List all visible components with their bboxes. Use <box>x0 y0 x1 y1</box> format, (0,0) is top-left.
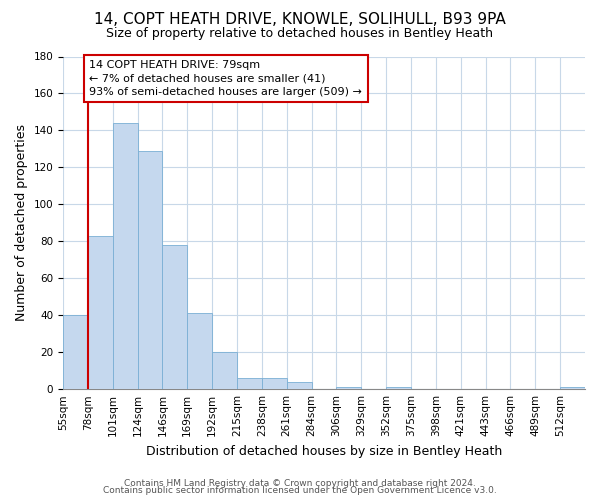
Bar <box>262 378 287 389</box>
Bar <box>337 388 361 389</box>
Bar <box>88 236 113 389</box>
Y-axis label: Number of detached properties: Number of detached properties <box>15 124 28 322</box>
Bar <box>237 378 262 389</box>
Text: 14, COPT HEATH DRIVE, KNOWLE, SOLIHULL, B93 9PA: 14, COPT HEATH DRIVE, KNOWLE, SOLIHULL, … <box>94 12 506 28</box>
Bar <box>113 123 137 389</box>
Text: Contains public sector information licensed under the Open Government Licence v3: Contains public sector information licen… <box>103 486 497 495</box>
Bar <box>187 314 212 389</box>
X-axis label: Distribution of detached houses by size in Bentley Heath: Distribution of detached houses by size … <box>146 444 502 458</box>
Text: 14 COPT HEATH DRIVE: 79sqm
← 7% of detached houses are smaller (41)
93% of semi-: 14 COPT HEATH DRIVE: 79sqm ← 7% of detac… <box>89 60 362 96</box>
Bar <box>212 352 237 389</box>
Text: Size of property relative to detached houses in Bentley Heath: Size of property relative to detached ho… <box>107 28 493 40</box>
Bar <box>386 388 411 389</box>
Bar <box>137 151 163 389</box>
Bar <box>560 388 585 389</box>
Bar <box>287 382 311 389</box>
Text: Contains HM Land Registry data © Crown copyright and database right 2024.: Contains HM Land Registry data © Crown c… <box>124 478 476 488</box>
Bar <box>63 316 88 389</box>
Bar <box>163 245 187 389</box>
